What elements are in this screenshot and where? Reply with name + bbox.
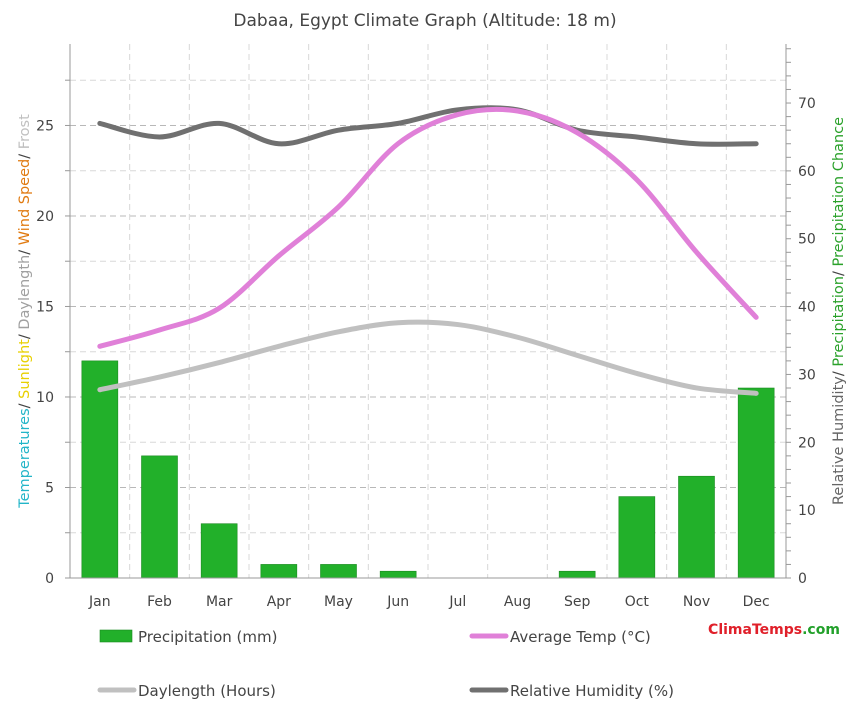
x-tick-label: Dec xyxy=(743,594,770,610)
right-tick-label: 60 xyxy=(798,164,816,180)
x-tick-label: Mar xyxy=(206,594,233,610)
x-tick-label: Jul xyxy=(448,594,466,610)
x-tick-label: May xyxy=(324,594,353,610)
left-tick-label: 20 xyxy=(36,209,54,225)
chart-title: Dabaa, Egypt Climate Graph (Altitude: 18… xyxy=(233,11,616,31)
axis-title-part: / xyxy=(17,149,33,159)
precipitation-bar xyxy=(320,564,357,579)
precipitation-bar xyxy=(141,455,178,579)
relative-humidity-line xyxy=(97,105,759,147)
left-axis-title: Temperatures/ Sunlight/ Daylength/ Wind … xyxy=(17,114,33,509)
axis-title-part: Relative Humidity xyxy=(831,376,847,505)
right-tick-label: 10 xyxy=(798,503,816,519)
brand-logo: ClimaTemps.com xyxy=(708,622,840,638)
brand-part: .com xyxy=(802,622,840,638)
left-tick-label: 5 xyxy=(45,480,54,496)
right-axis-title: Relative Humidity/ Precipitation/ Precip… xyxy=(831,117,847,505)
legend-label: Precipitation (mm) xyxy=(138,628,277,646)
x-tick-label: Sep xyxy=(564,594,591,610)
right-tick-label: 20 xyxy=(798,435,816,451)
legend-label: Average Temp (°C) xyxy=(510,628,651,646)
precipitation-bar xyxy=(260,564,298,579)
axis-title-part: / xyxy=(17,245,33,255)
left-tick-label: 25 xyxy=(36,118,54,134)
precipitation-bar xyxy=(737,387,775,579)
x-tick-label: Jun xyxy=(386,594,409,610)
precipitation-bar xyxy=(200,523,238,579)
axis-title-part: Precipitation Chance xyxy=(831,117,847,267)
axis-title-part: / xyxy=(17,399,33,409)
precipitation-bar xyxy=(81,360,119,579)
average-temp-c-line xyxy=(97,106,759,349)
series-lines xyxy=(97,105,759,396)
axes xyxy=(69,44,787,579)
right-axis-ticks: 0 10 20 30 40 50 60 70 xyxy=(786,48,816,587)
legend-label: Relative Humidity (%) xyxy=(510,682,674,700)
legend-swatch xyxy=(99,629,133,643)
axis-title-part: / xyxy=(831,267,847,277)
grid-lines xyxy=(70,44,786,578)
right-tick-label: 40 xyxy=(798,300,816,316)
brand-part: Clima xyxy=(708,622,752,638)
left-tick-label: 0 xyxy=(45,571,54,587)
axis-title-part: Temperatures xyxy=(17,408,33,508)
left-tick-label: 10 xyxy=(36,390,54,406)
left-tick-label: 15 xyxy=(36,299,54,315)
right-tick-label: 30 xyxy=(798,367,816,383)
axis-title-part: / xyxy=(831,367,847,377)
x-tick-label: Nov xyxy=(683,594,710,610)
precipitation-bars xyxy=(81,360,775,579)
legend-label: Daylength (Hours) xyxy=(138,682,276,700)
axis-title-part: Daylength xyxy=(17,255,33,330)
brand-part: Temps xyxy=(752,622,802,638)
precipitation-bar xyxy=(678,475,715,579)
left-axis-ticks: 0 5 10 15 20 25 xyxy=(36,79,70,587)
precipitation-bar xyxy=(558,570,596,579)
axis-title-part: Precipitation xyxy=(831,276,847,367)
right-tick-label: 50 xyxy=(798,232,816,248)
axis-title-part: / xyxy=(17,330,33,340)
right-tick-label: 70 xyxy=(798,96,816,112)
x-tick-label: Apr xyxy=(267,594,291,610)
precipitation-bar xyxy=(618,496,656,579)
x-tick-label: Jan xyxy=(88,594,111,610)
legend: Precipitation (mm) Average Temp (°C) Dayle… xyxy=(97,628,674,700)
axis-title-part: Wind Speed xyxy=(17,159,33,246)
axis-title-part: Frost xyxy=(17,114,33,149)
axis-title-part: Sunlight xyxy=(17,339,33,399)
x-tick-label: Aug xyxy=(504,594,531,610)
x-tick-label: Feb xyxy=(147,594,172,610)
x-axis-ticks: Jan Feb Mar Apr May Jun Jul Aug Sep Oct Nov Dec xyxy=(88,594,770,610)
precipitation-bar xyxy=(379,570,417,579)
x-tick-label: Oct xyxy=(625,594,650,610)
daylength-hours-line xyxy=(97,319,759,396)
right-tick-label: 0 xyxy=(798,571,807,587)
